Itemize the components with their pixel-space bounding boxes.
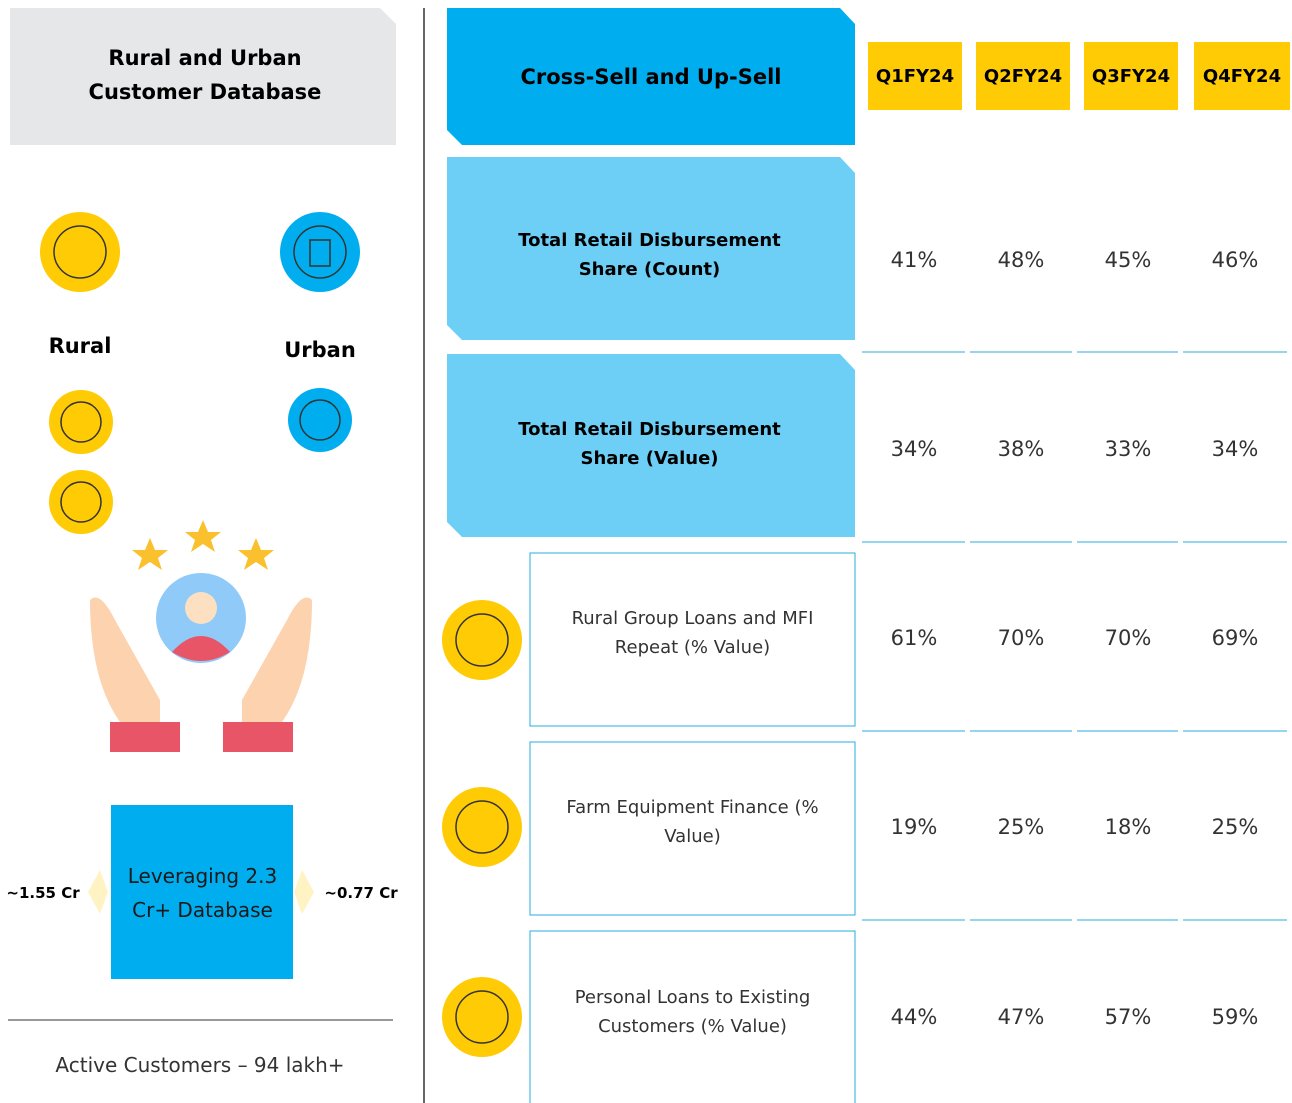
table-header-box bbox=[447, 8, 855, 145]
cell-value: 59% bbox=[1211, 1005, 1259, 1029]
cell-value: 45% bbox=[1104, 248, 1152, 272]
cell-value: 25% bbox=[997, 815, 1045, 839]
cell-value: 46% bbox=[1211, 248, 1259, 272]
rural-label: Rural bbox=[48, 334, 112, 358]
cell-value: 70% bbox=[1104, 626, 1152, 650]
row-label: Personal Loans to Existing Customers (% … bbox=[574, 987, 811, 1037]
cell-value: 48% bbox=[997, 248, 1045, 272]
row-label: Farm Equipment Finance (% Value) bbox=[566, 797, 819, 847]
column-header: Q4FY24 bbox=[1194, 42, 1290, 110]
illustration bbox=[88, 520, 314, 914]
icons bbox=[40, 212, 522, 1057]
left-title: Rural and Urban Customer Database bbox=[88, 46, 322, 104]
cell-value: 69% bbox=[1211, 626, 1259, 650]
database-text: Leveraging 2.3 Cr+ Database bbox=[127, 863, 278, 922]
left-header-box bbox=[10, 8, 396, 145]
row-box bbox=[447, 354, 855, 537]
row-label: Total Retail Disbursement Share (Value) bbox=[518, 419, 781, 469]
cell-value: 47% bbox=[997, 1005, 1045, 1029]
row-box bbox=[529, 930, 856, 1103]
table-title: Cross-Sell and Up-Sell bbox=[520, 64, 782, 89]
row-label: Total Retail Disbursement Share (Count) bbox=[518, 230, 781, 280]
column-header: Q2FY24 bbox=[976, 42, 1070, 110]
cell-value: 57% bbox=[1104, 1005, 1152, 1029]
cell-value: 41% bbox=[890, 248, 938, 272]
cell-value: 25% bbox=[1211, 815, 1259, 839]
cell-value: 33% bbox=[1104, 437, 1152, 461]
cell-value: 34% bbox=[890, 437, 938, 461]
row-box bbox=[529, 741, 856, 916]
row-box bbox=[447, 157, 855, 340]
separators bbox=[862, 351, 1287, 921]
cell-value: 44% bbox=[890, 1005, 938, 1029]
cell-value: 18% bbox=[1104, 815, 1152, 839]
database-box bbox=[111, 805, 293, 979]
cell-value: 38% bbox=[997, 437, 1045, 461]
rural-count: ~1.55 Cr bbox=[6, 884, 80, 902]
cell-value: 19% bbox=[890, 815, 938, 839]
row-label: Rural Group Loans and MFI Repeat (% Valu… bbox=[571, 608, 814, 658]
cell-value: 61% bbox=[890, 626, 938, 650]
column-header: Q3FY24 bbox=[1084, 42, 1178, 110]
urban-label: Urban bbox=[284, 338, 356, 362]
column-header: Q1FY24 bbox=[868, 42, 962, 110]
row-box bbox=[529, 552, 856, 727]
cell-value: 70% bbox=[997, 626, 1045, 650]
footer: Active Customers – 94 lakh+ bbox=[55, 1053, 345, 1077]
cell-value: 34% bbox=[1211, 437, 1259, 461]
urban-count: ~0.77 Cr bbox=[324, 884, 398, 902]
